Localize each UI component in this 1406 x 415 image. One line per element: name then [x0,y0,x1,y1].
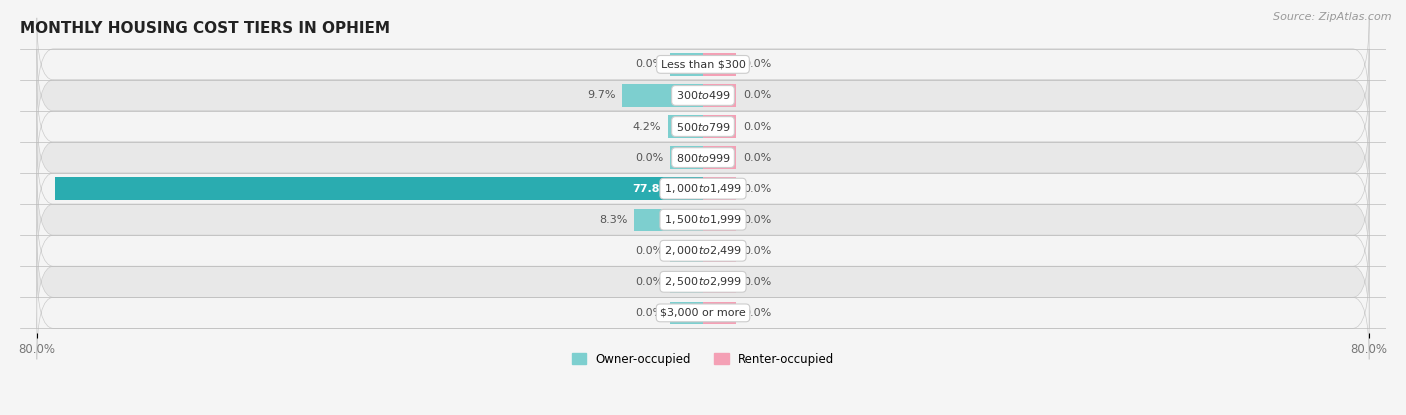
Text: 8.3%: 8.3% [599,215,627,225]
Bar [703,239,737,262]
FancyBboxPatch shape [37,235,1369,328]
Text: 0.0%: 0.0% [634,277,664,287]
Bar [623,84,703,107]
FancyBboxPatch shape [37,49,1369,142]
Text: 0.0%: 0.0% [742,308,772,318]
Text: $3,000 or more: $3,000 or more [661,308,745,318]
Text: 0.0%: 0.0% [634,246,664,256]
Bar [668,115,703,138]
FancyBboxPatch shape [37,80,1369,173]
Bar [703,84,737,107]
Text: 0.0%: 0.0% [634,59,664,69]
Bar [669,271,703,293]
Text: 0.0%: 0.0% [742,215,772,225]
Text: 9.7%: 9.7% [588,90,616,100]
Bar [669,302,703,324]
Text: 0.0%: 0.0% [742,184,772,194]
Bar [634,208,703,231]
Text: $500 to $799: $500 to $799 [675,120,731,132]
Text: $300 to $499: $300 to $499 [675,90,731,101]
Text: 77.8%: 77.8% [631,184,671,194]
Text: 0.0%: 0.0% [742,122,772,132]
Bar [703,208,737,231]
FancyBboxPatch shape [37,18,1369,111]
Text: $1,000 to $1,499: $1,000 to $1,499 [664,182,742,195]
Text: 4.2%: 4.2% [633,122,661,132]
Text: 0.0%: 0.0% [742,59,772,69]
Bar [669,53,703,76]
Bar [703,146,737,169]
Text: 0.0%: 0.0% [634,153,664,163]
Text: $1,500 to $1,999: $1,500 to $1,999 [664,213,742,226]
Bar [703,115,737,138]
Text: 0.0%: 0.0% [742,90,772,100]
Bar [669,239,703,262]
Text: 0.0%: 0.0% [742,153,772,163]
Legend: Owner-occupied, Renter-occupied: Owner-occupied, Renter-occupied [567,348,839,371]
FancyBboxPatch shape [37,173,1369,266]
Text: 0.0%: 0.0% [742,277,772,287]
Text: $800 to $999: $800 to $999 [675,151,731,164]
Text: Source: ZipAtlas.com: Source: ZipAtlas.com [1274,12,1392,22]
Text: Less than $300: Less than $300 [661,59,745,69]
Text: $2,500 to $2,999: $2,500 to $2,999 [664,275,742,288]
FancyBboxPatch shape [37,204,1369,298]
Bar [703,271,737,293]
Bar [669,146,703,169]
FancyBboxPatch shape [37,111,1369,204]
FancyBboxPatch shape [37,266,1369,359]
Bar [55,178,703,200]
Bar [703,53,737,76]
Bar [703,178,737,200]
Text: 0.0%: 0.0% [634,308,664,318]
Text: MONTHLY HOUSING COST TIERS IN OPHIEM: MONTHLY HOUSING COST TIERS IN OPHIEM [20,21,391,36]
FancyBboxPatch shape [37,142,1369,235]
Text: 0.0%: 0.0% [742,246,772,256]
Bar [703,302,737,324]
Text: $2,000 to $2,499: $2,000 to $2,499 [664,244,742,257]
